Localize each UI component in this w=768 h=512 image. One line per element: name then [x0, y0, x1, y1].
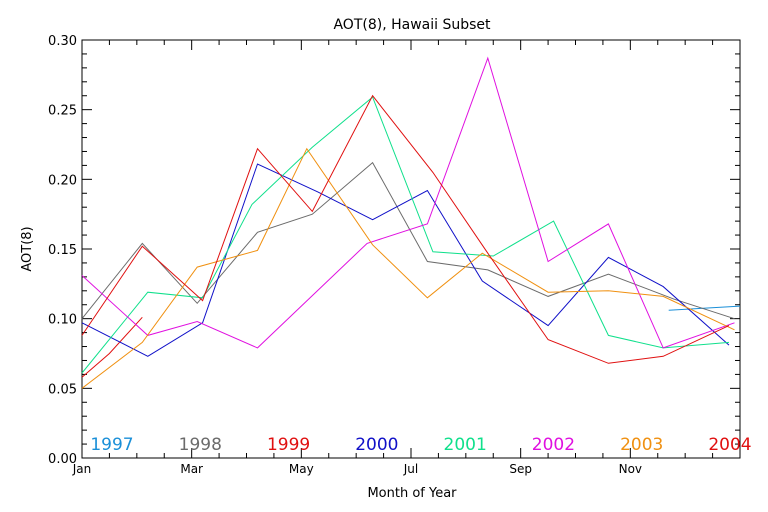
- series-line-1999: [81, 316, 143, 378]
- x-tick-label: Mar: [180, 462, 203, 476]
- x-axis-label: Month of Year: [367, 486, 457, 501]
- series-line-2004: [81, 94, 730, 364]
- legend-entry-2000: 2000: [355, 435, 398, 455]
- y-tick-label: 0.05: [48, 382, 77, 397]
- y-tick-label: 0.10: [48, 313, 77, 328]
- chart-title: AOT(8), Hawaii Subset: [333, 17, 491, 33]
- y-tick-label: 0.25: [48, 104, 77, 119]
- legend-entry-2003: 2003: [620, 435, 663, 455]
- y-tick-label: 0.15: [48, 243, 77, 258]
- x-tick-label: Sep: [509, 462, 532, 476]
- series-line-2002: [81, 56, 735, 349]
- series-line-2001: [81, 96, 730, 374]
- plot-area: 0.00 0.05 0.10 0.15 0.20 0.25 0.30 Jan Mar May Jul…: [48, 34, 752, 476]
- series-line-2003: [81, 147, 735, 389]
- series-line-1997: [668, 305, 741, 311]
- legend-entry-1997: 1997: [90, 435, 133, 455]
- x-tick-label: Jul: [403, 462, 418, 476]
- y-tick-label: 0.30: [48, 34, 77, 49]
- legend-entry-2001: 2001: [444, 435, 487, 455]
- x-tick-label: Jan: [72, 462, 92, 476]
- legend-entry-1999: 1999: [267, 435, 310, 455]
- y-axis-label: AOT(8): [20, 226, 35, 271]
- legend-entry-2002: 2002: [532, 435, 575, 455]
- legend-entry-1998: 1998: [179, 435, 222, 455]
- x-tick-label: Nov: [619, 462, 642, 476]
- series-line-2000: [81, 163, 730, 357]
- legend-entry-2004: 2004: [708, 435, 751, 455]
- y-tick-label: 0.20: [48, 173, 77, 188]
- y-tick-label: 0.00: [48, 452, 77, 467]
- series-line-1998: [81, 161, 735, 320]
- x-tick-label: May: [289, 462, 314, 476]
